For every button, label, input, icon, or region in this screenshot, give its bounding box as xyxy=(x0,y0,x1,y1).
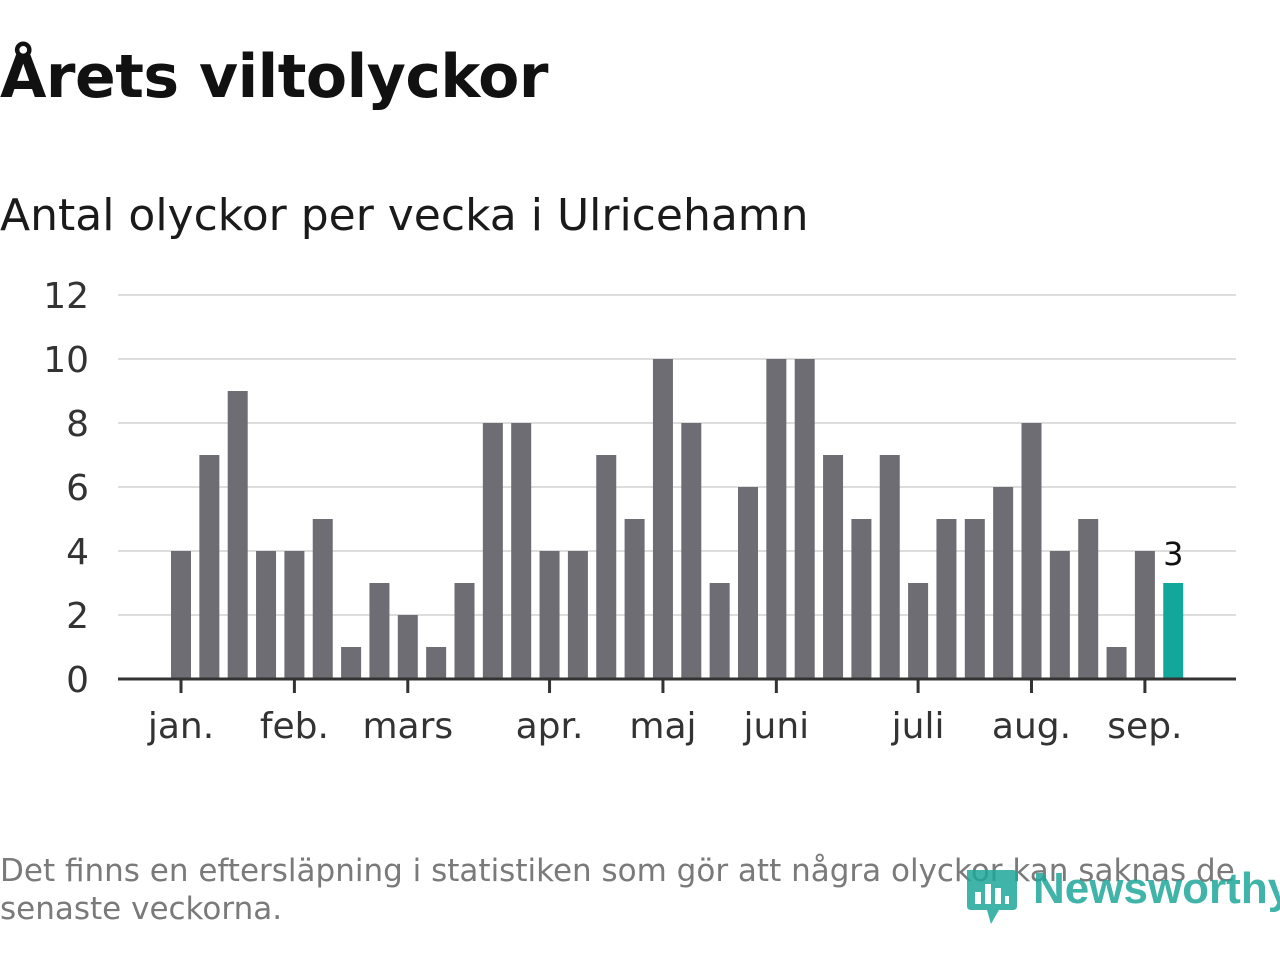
bar xyxy=(624,519,645,679)
bar xyxy=(1106,647,1127,679)
bar xyxy=(567,551,588,679)
bar-chart: 0 2 4 6 8 10 12 jan. feb. mars apr. maj juni juli aug.… xyxy=(43,276,1236,747)
y-tick-label: 2 xyxy=(66,596,89,637)
bar xyxy=(766,359,787,679)
bar xyxy=(256,551,277,679)
bar xyxy=(993,487,1014,679)
bar xyxy=(738,487,758,679)
bar xyxy=(171,551,191,679)
bar xyxy=(794,359,815,679)
x-tick-label: mars xyxy=(362,706,453,747)
bar xyxy=(312,519,333,679)
bar xyxy=(823,455,844,679)
chart-title: Årets viltolyckor xyxy=(0,42,549,112)
bar xyxy=(284,551,305,679)
bar xyxy=(596,455,617,679)
x-tick-label: aug. xyxy=(992,706,1071,747)
bar xyxy=(1078,519,1099,679)
footnote: Det finns en eftersläpning i statistiken… xyxy=(0,853,1235,927)
x-tick-label: apr. xyxy=(516,706,584,747)
bar xyxy=(397,615,418,679)
x-tick-label: jan. xyxy=(147,706,214,747)
x-tick-label: juni xyxy=(743,706,810,747)
bar xyxy=(936,519,957,679)
y-tick-label: 0 xyxy=(66,660,89,701)
bar xyxy=(681,423,702,679)
bar xyxy=(369,583,390,679)
bar xyxy=(227,391,248,679)
y-tick-label: 10 xyxy=(43,340,89,381)
bar xyxy=(652,359,673,679)
brand-logo: Newsworthy xyxy=(963,860,1280,930)
bar xyxy=(341,647,362,679)
bar xyxy=(709,583,730,679)
bar xyxy=(851,519,872,679)
bar xyxy=(908,583,929,679)
bar xyxy=(511,423,532,679)
x-tick-label: feb. xyxy=(260,706,329,747)
y-tick-label: 12 xyxy=(43,276,89,317)
bar xyxy=(426,647,447,679)
x-tick-label: sep. xyxy=(1107,706,1182,747)
data-label: 3 xyxy=(1163,535,1183,573)
bar xyxy=(539,551,560,679)
newsworthy-logo-icon xyxy=(967,870,1017,924)
x-tick-label: juli xyxy=(891,706,945,747)
bar xyxy=(1021,423,1042,679)
x-tick-label: maj xyxy=(629,706,696,747)
y-tick-label: 6 xyxy=(66,468,89,509)
bar xyxy=(964,519,985,679)
y-tick-label: 4 xyxy=(66,532,89,573)
bar xyxy=(454,583,475,679)
bar-highlight xyxy=(1163,583,1184,679)
y-tick-label: 8 xyxy=(66,404,89,445)
bar xyxy=(1049,551,1070,679)
bar xyxy=(1134,551,1155,679)
bar xyxy=(879,455,900,679)
chart-subtitle: Antal olyckor per vecka i Ulricehamn xyxy=(0,190,809,241)
bar xyxy=(199,455,220,679)
brand-name: Newsworthy xyxy=(1033,864,1280,913)
bar xyxy=(482,423,503,679)
